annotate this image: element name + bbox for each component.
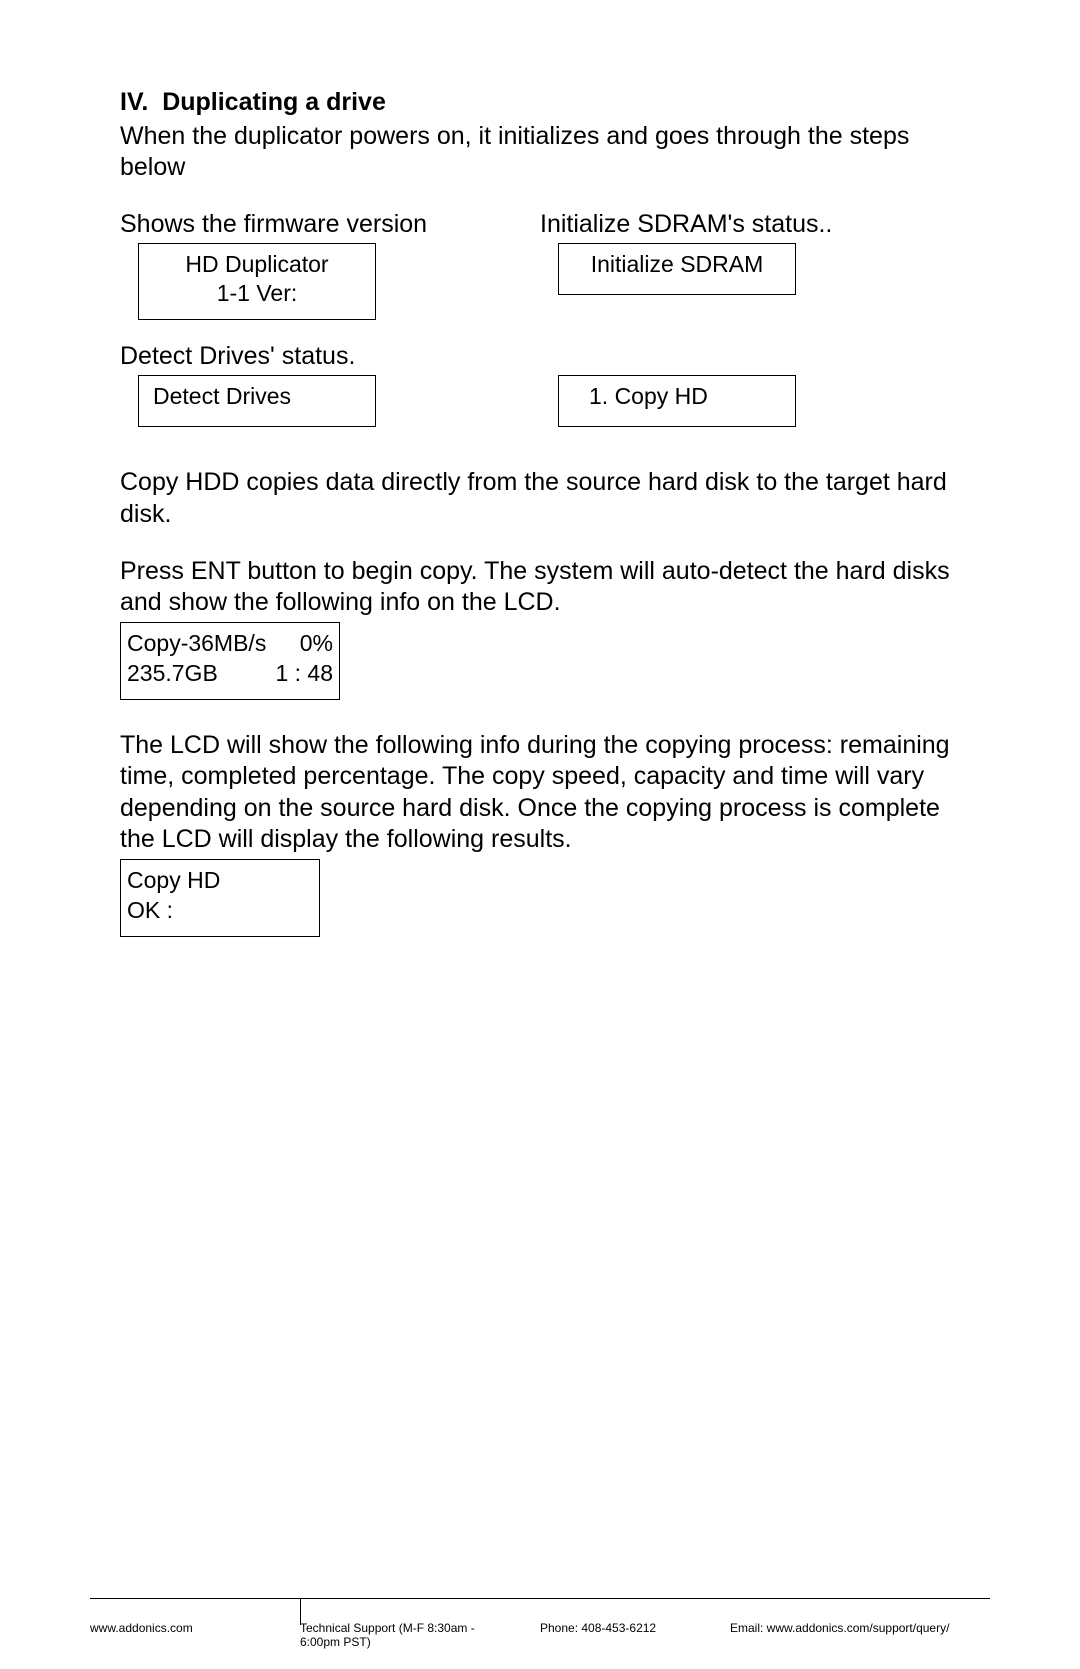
lcd-box-copy-progress: Copy-36MB/s 0% 235.7GB 1 : 48 bbox=[120, 622, 340, 700]
copy-speed: Copy-36MB/s bbox=[127, 629, 266, 659]
footer-text-row: www.addonics.com Technical Support (M-F … bbox=[90, 1621, 990, 1649]
footer-website: www.addonics.com bbox=[90, 1621, 270, 1649]
footer-email: Email: www.addonics.com/support/query/ bbox=[730, 1621, 990, 1649]
lcd-line: Detect Drives bbox=[153, 382, 369, 412]
para-during-copy: The LCD will show the following info dur… bbox=[120, 730, 960, 855]
lcd-row-2: Detect Drives' status. Detect Drives 1. … bbox=[120, 342, 960, 427]
lcd-row-1: Shows the firmware version HD Duplicator… bbox=[120, 210, 960, 321]
lcd-box-sdram: Initialize SDRAM bbox=[558, 243, 796, 295]
lcd-box-copyhd-menu: 1. Copy HD bbox=[558, 375, 796, 427]
lcd-box-copy-result: Copy HD OK : bbox=[120, 859, 320, 937]
lcd-col-right: 1. Copy HD bbox=[540, 342, 960, 427]
lcd-col-right: Initialize SDRAM's status.. Initialize S… bbox=[540, 210, 960, 321]
section-number: IV. bbox=[120, 88, 148, 116]
footer-support-hours: Technical Support (M-F 8:30am - 6:00pm P… bbox=[300, 1621, 510, 1649]
caption-sdram: Initialize SDRAM's status.. bbox=[540, 210, 960, 239]
intro-paragraph: When the duplicator powers on, it initia… bbox=[120, 121, 960, 184]
lcd-line: Copy-36MB/s 0% bbox=[127, 629, 333, 659]
caption-detect: Detect Drives' status. bbox=[120, 342, 540, 371]
lcd-line: OK : bbox=[127, 896, 313, 926]
caption-firmware: Shows the firmware version bbox=[120, 210, 540, 239]
section-title: Duplicating a drive bbox=[162, 88, 386, 116]
caption-empty bbox=[540, 342, 960, 371]
document-page: IV. Duplicating a drive When the duplica… bbox=[0, 0, 1080, 1669]
copy-time: 1 : 48 bbox=[275, 659, 333, 689]
para-copy-desc: Copy HDD copies data directly from the s… bbox=[120, 467, 960, 530]
lcd-col-left: Shows the firmware version HD Duplicator… bbox=[120, 210, 540, 321]
lcd-box-detect: Detect Drives bbox=[138, 375, 376, 427]
lcd-line: 235.7GB 1 : 48 bbox=[127, 659, 333, 689]
lcd-line: 1. Copy HD bbox=[589, 382, 789, 412]
lcd-line: HD Duplicator bbox=[145, 250, 369, 280]
copy-capacity: 235.7GB bbox=[127, 659, 218, 689]
lcd-line: Initialize SDRAM bbox=[565, 250, 789, 280]
section-heading: IV. Duplicating a drive bbox=[120, 88, 960, 117]
lcd-line: Copy HD bbox=[127, 866, 313, 896]
copy-percent: 0% bbox=[300, 629, 333, 659]
footer-phone: Phone: 408-453-6212 bbox=[540, 1621, 700, 1649]
para-press-ent: Press ENT button to begin copy. The syst… bbox=[120, 556, 960, 619]
lcd-line: 1-1 Ver: bbox=[145, 279, 369, 309]
page-footer: www.addonics.com Technical Support (M-F … bbox=[0, 1598, 1080, 1649]
lcd-box-firmware: HD Duplicator 1-1 Ver: bbox=[138, 243, 376, 321]
lcd-col-left: Detect Drives' status. Detect Drives bbox=[120, 342, 540, 427]
